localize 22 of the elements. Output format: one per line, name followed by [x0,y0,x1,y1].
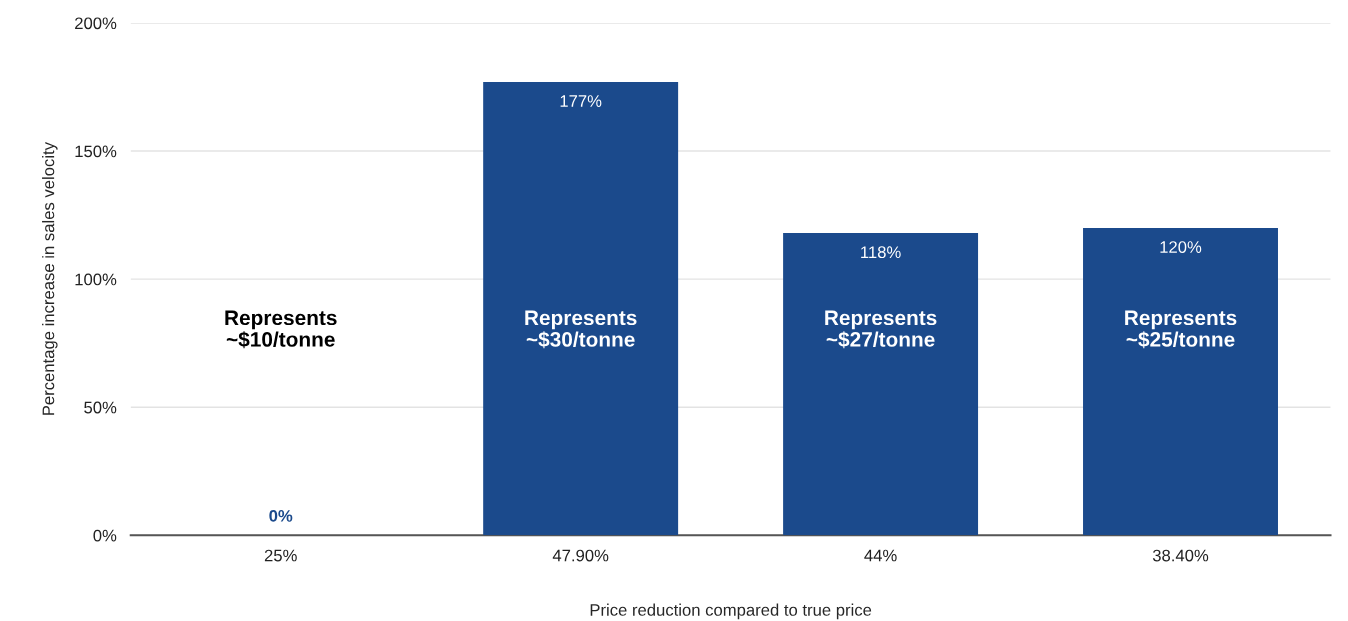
y-tick-label: 0% [93,529,117,542]
x-tick-label: 25% [264,549,297,562]
y-tick-label: 150% [75,145,117,158]
data-label: 120% [1160,241,1202,253]
x-tick-label: 38.40% [1152,549,1209,562]
annotation: Represents ~$30/tonne [525,310,637,349]
data-label: 177% [560,95,602,107]
y-tick-label: 50% [84,401,117,414]
data-label: 0% [269,509,293,522]
x-tick-label: 47.90% [552,549,609,562]
bar [1083,227,1278,536]
x-tick-label: 44% [864,549,897,562]
bar [783,233,979,536]
annotation: Represents ~$10/tonne [225,310,337,349]
y-axis-title: Percentage increase in sales velocity [42,142,58,415]
annotation: Represents ~$27/tonne [825,310,937,349]
y-tick-label: 100% [75,273,117,286]
bar [483,81,679,536]
y-tick-label: 200% [75,17,117,30]
data-label: 118% [861,246,901,259]
annotation: Represents ~$25/tonne [1125,310,1237,349]
x-axis-title: Price reduction compared to true price [590,603,872,620]
